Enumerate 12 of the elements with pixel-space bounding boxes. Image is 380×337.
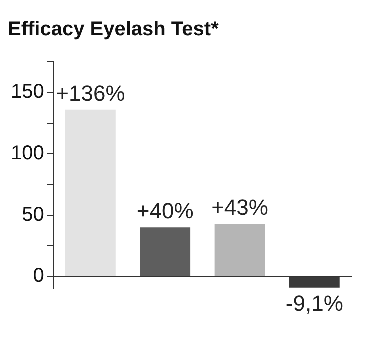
y-tick-label: 100 — [10, 142, 44, 165]
y-tick-label: 150 — [10, 81, 44, 104]
bar — [214, 224, 266, 276]
data-label: +136% — [56, 80, 126, 106]
data-label: -9,1% — [286, 290, 344, 316]
bar — [140, 228, 191, 276]
chart-title: Efficacy Eyelash Test* — [8, 18, 220, 41]
data-label: +43% — [212, 195, 268, 220]
bar — [66, 110, 116, 276]
y-tick-label: 50 — [22, 204, 44, 226]
data-label: +40% — [136, 198, 194, 224]
y-tick-label: 0 — [33, 265, 44, 288]
